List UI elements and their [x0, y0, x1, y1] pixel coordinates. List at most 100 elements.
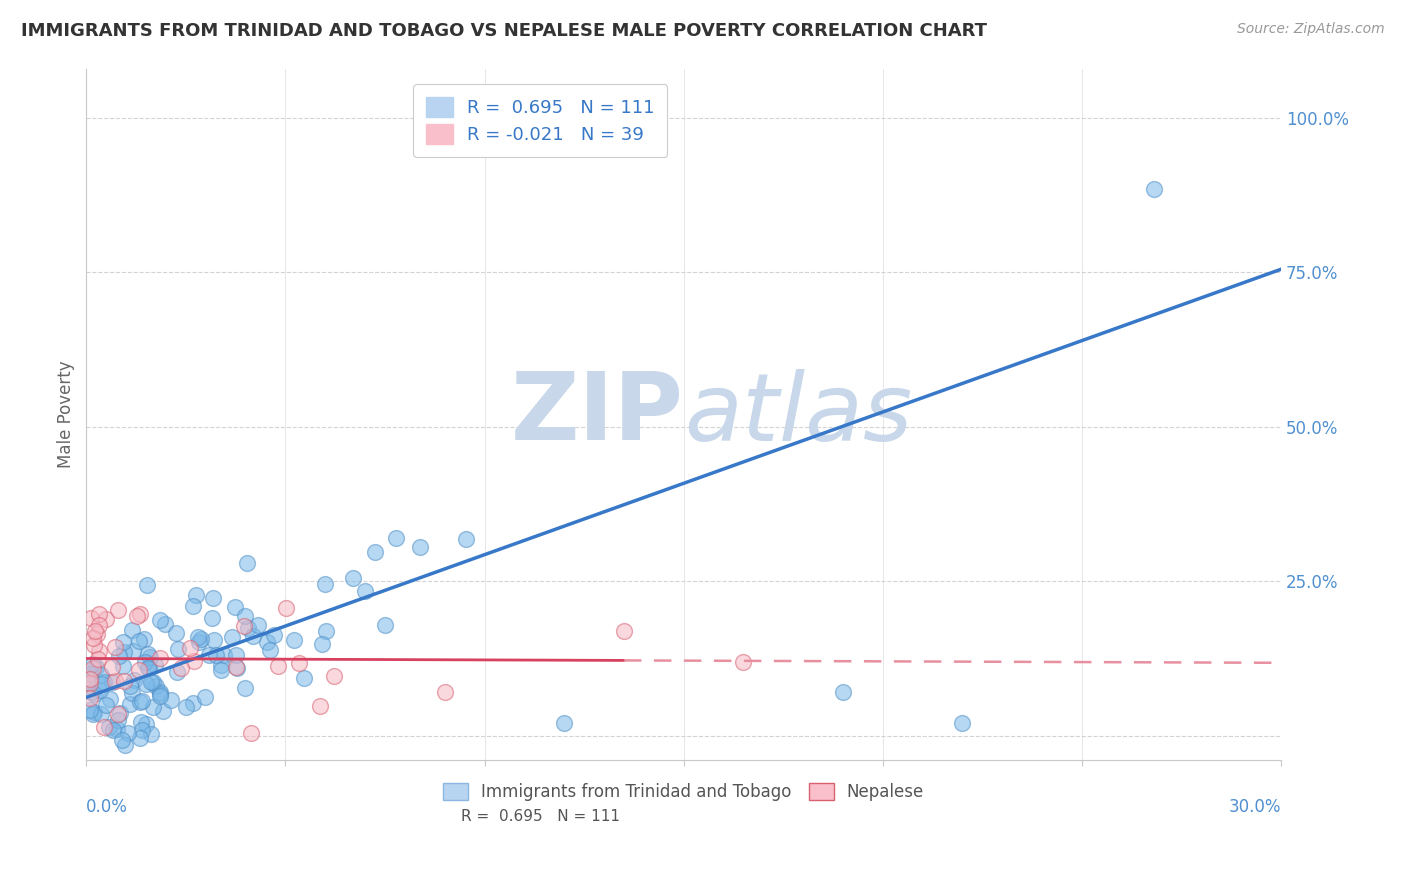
Point — [149, 613, 172, 627]
Point — [128, 731, 150, 746]
Point — [107, 713, 129, 727]
Point — [267, 659, 290, 673]
Point — [108, 706, 131, 720]
Point — [80, 685, 103, 699]
Point — [118, 697, 141, 711]
Point — [224, 599, 246, 614]
Point — [256, 635, 278, 649]
Point — [221, 630, 243, 644]
Point — [143, 657, 166, 672]
Point — [87, 652, 110, 666]
Point — [613, 624, 636, 638]
Point — [274, 601, 297, 615]
Point — [142, 674, 165, 689]
Point — [90, 667, 112, 681]
Point — [176, 699, 198, 714]
Point — [141, 700, 163, 714]
Text: IMMIGRANTS FROM TRINIDAD AND TOBAGO VS NEPALESE MALE POVERTY CORRELATION CHART: IMMIGRANTS FROM TRINIDAD AND TOBAGO VS N… — [21, 22, 987, 40]
Point — [111, 733, 134, 747]
Point — [82, 657, 104, 671]
Point — [149, 687, 172, 701]
Point — [136, 577, 159, 591]
Point — [166, 642, 188, 657]
Point — [100, 659, 122, 673]
Point — [83, 638, 105, 652]
Point — [201, 611, 224, 625]
Point — [131, 694, 153, 708]
Point — [553, 716, 575, 731]
Point — [79, 672, 101, 686]
Point — [354, 584, 377, 599]
Point — [135, 716, 157, 731]
Point — [323, 668, 346, 682]
Point — [456, 533, 478, 547]
Point — [107, 706, 129, 721]
Point — [187, 630, 209, 644]
Point — [214, 648, 236, 663]
Point — [83, 705, 105, 719]
Text: 0.0%: 0.0% — [86, 798, 128, 816]
Point — [101, 674, 124, 689]
Point — [93, 720, 115, 734]
Point — [385, 531, 408, 545]
Point — [127, 608, 149, 623]
Point — [132, 632, 155, 646]
Point — [82, 632, 104, 646]
Point — [89, 607, 111, 622]
Point — [121, 686, 143, 700]
Point — [155, 617, 177, 632]
Point — [950, 716, 973, 731]
Point — [263, 628, 285, 642]
Point — [89, 683, 111, 698]
Point — [209, 658, 232, 673]
Point — [112, 634, 135, 648]
Point — [136, 647, 159, 661]
Point — [112, 674, 135, 689]
Point — [149, 684, 172, 698]
Point — [236, 556, 259, 570]
Point — [107, 722, 129, 736]
Point — [121, 643, 143, 657]
Point — [120, 680, 142, 694]
Point — [311, 637, 333, 651]
Point — [308, 699, 330, 714]
Point — [139, 727, 162, 741]
Point — [91, 677, 114, 691]
Point — [152, 704, 174, 718]
Point — [135, 677, 157, 691]
Point — [433, 685, 456, 699]
Point — [98, 720, 121, 734]
Point — [104, 640, 127, 654]
Point — [79, 703, 101, 717]
Text: ZIP: ZIP — [510, 368, 683, 460]
Point — [84, 624, 107, 639]
Point — [114, 738, 136, 752]
Point — [93, 674, 115, 689]
Point — [188, 635, 211, 649]
Point — [169, 661, 191, 675]
Point — [238, 621, 260, 635]
Point — [186, 587, 208, 601]
Point — [246, 617, 269, 632]
Point — [233, 681, 256, 696]
Point — [202, 633, 225, 648]
Point — [89, 707, 111, 722]
Point — [129, 607, 152, 621]
Point — [134, 655, 156, 669]
Point — [107, 603, 129, 617]
Point — [292, 671, 315, 685]
Point — [315, 624, 337, 639]
Point — [233, 609, 256, 624]
Point — [194, 690, 217, 705]
Point — [232, 619, 254, 633]
Point — [364, 545, 387, 559]
Point — [145, 679, 167, 693]
Point — [131, 723, 153, 738]
Point — [98, 692, 121, 706]
Point — [86, 627, 108, 641]
Point — [288, 657, 311, 671]
Point — [374, 618, 396, 632]
Point — [128, 695, 150, 709]
Point — [283, 633, 305, 648]
Point — [259, 643, 281, 657]
